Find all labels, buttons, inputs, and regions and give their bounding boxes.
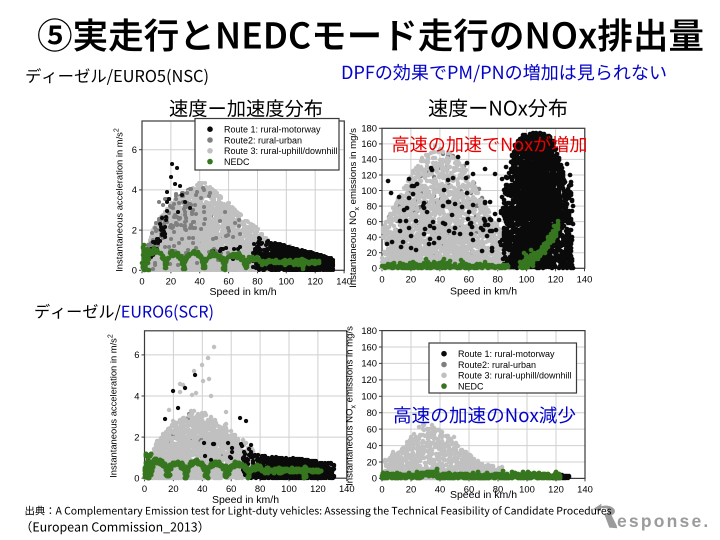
svg-text:120: 120 xyxy=(548,273,564,284)
svg-text:140: 140 xyxy=(336,275,352,286)
svg-text:NEDC: NEDC xyxy=(224,157,250,167)
svg-text:180: 180 xyxy=(361,123,377,134)
svg-text:80: 80 xyxy=(493,483,503,494)
svg-text:Route 3: rural-uphill/downhill: Route 3: rural-uphill/downhill xyxy=(458,371,572,381)
svg-text:120: 120 xyxy=(310,483,326,494)
svg-text:80: 80 xyxy=(255,483,265,494)
svg-text:60: 60 xyxy=(464,483,474,494)
svg-text:60: 60 xyxy=(464,273,474,284)
svg-text:40: 40 xyxy=(367,440,377,451)
svg-text:4: 4 xyxy=(132,184,137,195)
svg-text:100: 100 xyxy=(361,185,377,196)
svg-text:0: 0 xyxy=(372,473,377,484)
svg-text:140: 140 xyxy=(577,483,593,494)
svg-text:6: 6 xyxy=(132,144,137,155)
svg-text:60: 60 xyxy=(226,483,236,494)
svg-text:Route2: rural-urban: Route2: rural-urban xyxy=(224,135,302,145)
svg-text:0: 0 xyxy=(372,263,377,274)
svg-text:100: 100 xyxy=(519,483,535,494)
svg-text:Instantaneous acceleration in: Instantaneous acceleration in m/s2 xyxy=(108,334,119,478)
svg-text:100: 100 xyxy=(361,391,377,402)
svg-text:0: 0 xyxy=(142,483,147,494)
svg-text:Speed in km/h: Speed in km/h xyxy=(212,494,279,506)
svg-text:0: 0 xyxy=(379,483,384,494)
svg-text:0: 0 xyxy=(379,273,384,284)
svg-text:20: 20 xyxy=(168,483,178,494)
svg-text:20: 20 xyxy=(406,483,416,494)
svg-text:esponse.: esponse. xyxy=(617,511,710,531)
svg-text:60: 60 xyxy=(223,275,233,286)
svg-text:40: 40 xyxy=(194,275,204,286)
svg-text:Speed in km/h: Speed in km/h xyxy=(450,286,517,298)
svg-text:140: 140 xyxy=(361,154,377,165)
svg-text:20: 20 xyxy=(406,273,416,284)
svg-text:20: 20 xyxy=(367,456,377,467)
svg-text:100: 100 xyxy=(281,483,297,494)
svg-text:140: 140 xyxy=(361,358,377,369)
svg-text:120: 120 xyxy=(307,275,323,286)
svg-text:Route2: rural-urban: Route2: rural-urban xyxy=(458,360,536,370)
svg-text:40: 40 xyxy=(435,273,445,284)
svg-text:2: 2 xyxy=(134,431,139,442)
svg-text:Route 3: rural-uphill/downhill: Route 3: rural-uphill/downhill xyxy=(224,146,338,156)
svg-text:140: 140 xyxy=(577,273,593,284)
svg-text:NEDC: NEDC xyxy=(458,381,484,391)
svg-text:20: 20 xyxy=(367,247,377,258)
svg-text:160: 160 xyxy=(361,341,377,352)
svg-text:40: 40 xyxy=(197,483,207,494)
svg-text:Instantaneous NOx emissions in: Instantaneous NOx emissions in mg/s xyxy=(345,326,358,486)
svg-text:2: 2 xyxy=(132,224,137,235)
svg-text:0: 0 xyxy=(132,265,137,276)
svg-text:80: 80 xyxy=(492,273,502,284)
svg-text:4: 4 xyxy=(134,390,139,401)
svg-text:20: 20 xyxy=(166,275,176,286)
svg-text:Instantaneous acceleration in: Instantaneous acceleration in m/s2 xyxy=(114,128,125,272)
svg-text:160: 160 xyxy=(361,138,377,149)
svg-text:120: 120 xyxy=(361,169,377,180)
svg-text:80: 80 xyxy=(367,407,377,418)
svg-text:6: 6 xyxy=(134,349,139,360)
svg-text:Speed in km/h: Speed in km/h xyxy=(450,489,517,501)
svg-text:80: 80 xyxy=(367,200,377,211)
svg-text:Instantaneous NOx emissions in: Instantaneous NOx emissions in mg/s xyxy=(348,128,361,288)
svg-text:120: 120 xyxy=(548,483,564,494)
svg-text:40: 40 xyxy=(435,483,445,494)
svg-text:120: 120 xyxy=(361,374,377,385)
svg-text:60: 60 xyxy=(367,423,377,434)
svg-text:100: 100 xyxy=(519,273,535,284)
svg-text:0: 0 xyxy=(139,275,144,286)
svg-text:Speed in km/h: Speed in km/h xyxy=(209,286,276,298)
svg-text:60: 60 xyxy=(367,216,377,227)
svg-text:0: 0 xyxy=(134,473,139,484)
svg-text:100: 100 xyxy=(278,275,294,286)
svg-text:140: 140 xyxy=(339,483,355,494)
svg-text:Route 1: rural-motorway: Route 1: rural-motorway xyxy=(224,125,321,135)
svg-text:80: 80 xyxy=(252,275,262,286)
svg-text:180: 180 xyxy=(361,325,377,336)
svg-text:Route 1: rural-motorway: Route 1: rural-motorway xyxy=(458,349,555,359)
svg-text:40: 40 xyxy=(367,232,377,243)
